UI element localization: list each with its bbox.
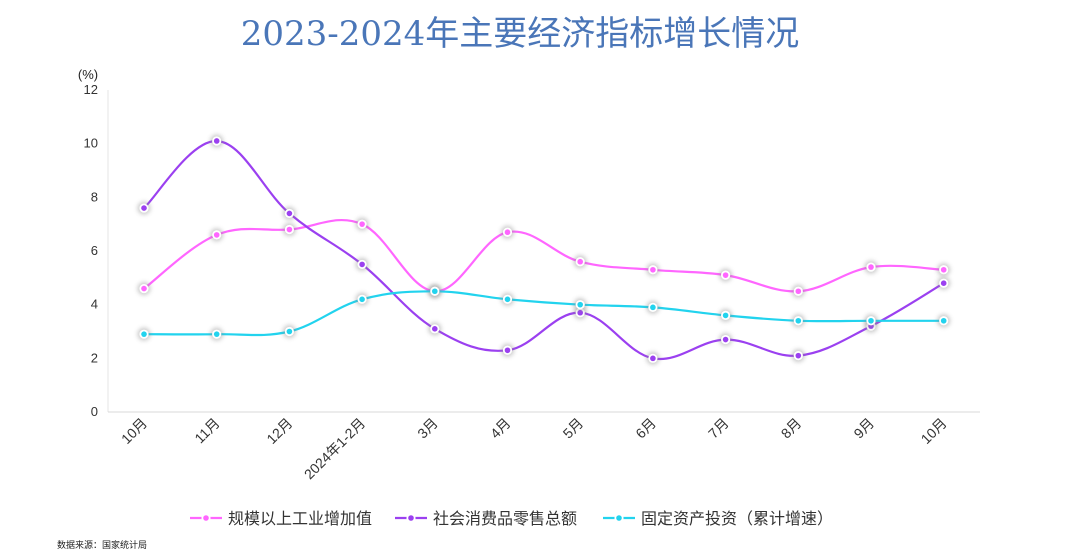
x-tick-label: 12月: [263, 415, 295, 447]
legend-label: 规模以上工业增加值: [228, 510, 372, 528]
x-tick-label: 10月: [118, 415, 150, 447]
series-line: [142, 290, 945, 337]
data-point: [504, 296, 511, 303]
data-point: [359, 221, 365, 227]
x-tick-label: 4月: [487, 415, 514, 442]
data-point: [213, 232, 220, 238]
data-point: [650, 355, 656, 362]
data-point: [650, 304, 656, 311]
data-point: [286, 328, 293, 335]
y-tick-label: 4: [91, 297, 98, 312]
data-point: [940, 266, 947, 273]
x-tick-label: 8月: [778, 415, 805, 442]
data-point: [722, 336, 729, 343]
legend-label: 社会消费品零售总额: [433, 510, 577, 528]
x-tick-label: 2024年1-2月: [301, 415, 368, 482]
series-group: [137, 134, 951, 365]
series-group: [137, 284, 951, 341]
data-point: [504, 347, 511, 354]
data-point: [213, 331, 220, 337]
series-group: [137, 217, 951, 298]
data-point: [432, 288, 438, 295]
data-point: [868, 317, 874, 324]
x-tick-labels: 10月 11月 12月 2024年1-2月 3月 4月 5月 6月 7月 8月 9月 10月: [118, 415, 950, 482]
x-tick-label: 11月: [191, 415, 222, 446]
data-point: [650, 266, 656, 273]
data-point: [795, 317, 802, 324]
series-layer: [137, 134, 951, 365]
data-point: [141, 205, 147, 211]
y-tick-label: 2: [91, 350, 98, 365]
data-point: [795, 288, 802, 295]
legend-marker: [616, 515, 622, 521]
y-tick-label: 12: [84, 82, 98, 97]
legend-item[interactable]: 规模以上工业增加值: [190, 510, 372, 528]
data-point: [577, 258, 583, 265]
legend-marker: [203, 515, 209, 521]
x-tick-label: 10月: [918, 415, 950, 447]
data-point: [359, 261, 365, 268]
y-tick-label: 8: [91, 189, 98, 204]
data-point: [722, 272, 729, 278]
y-tick-label: 6: [91, 243, 98, 258]
x-tick-label: 5月: [560, 415, 587, 442]
y-tick-label: 10: [84, 136, 98, 151]
legend-marker: [408, 515, 414, 521]
data-point: [141, 285, 147, 292]
axes: [107, 90, 980, 413]
data-point: [141, 331, 147, 337]
series-line: [142, 139, 945, 361]
data-point: [286, 210, 293, 217]
legend-item[interactable]: 社会消费品零售总额: [395, 510, 577, 528]
legend-item[interactable]: 固定资产投资（累计增速）: [603, 510, 833, 528]
y-tick-label: 0: [91, 404, 98, 419]
data-point: [432, 326, 438, 332]
data-point: [940, 317, 947, 324]
data-source-note: 数据来源：国家统计局: [57, 541, 148, 551]
data-point: [722, 312, 729, 319]
legend: 规模以上工业增加值 社会消费品零售总额 固定资产投资（累计增速）: [190, 510, 833, 528]
data-point: [504, 229, 511, 236]
series-line: [142, 219, 945, 293]
x-tick-label: 3月: [414, 415, 441, 442]
data-point: [577, 309, 583, 316]
data-point: [940, 280, 947, 287]
data-point: [286, 226, 293, 233]
data-point: [213, 138, 220, 144]
x-tick-label: 6月: [632, 415, 659, 442]
data-point: [795, 352, 802, 359]
x-tick-label: 9月: [850, 415, 877, 442]
data-point: [577, 301, 583, 308]
legend-label: 固定资产投资（累计增速）: [641, 510, 833, 528]
y-unit-label: (%): [78, 67, 98, 82]
data-point: [868, 264, 874, 270]
x-tick-label: 7月: [705, 415, 732, 442]
chart-title: 2023-2024年主要经济指标增长情况: [241, 14, 800, 54]
y-tick-labels: 0 2 4 6 8 10 12: [84, 82, 98, 419]
data-point: [359, 296, 365, 303]
